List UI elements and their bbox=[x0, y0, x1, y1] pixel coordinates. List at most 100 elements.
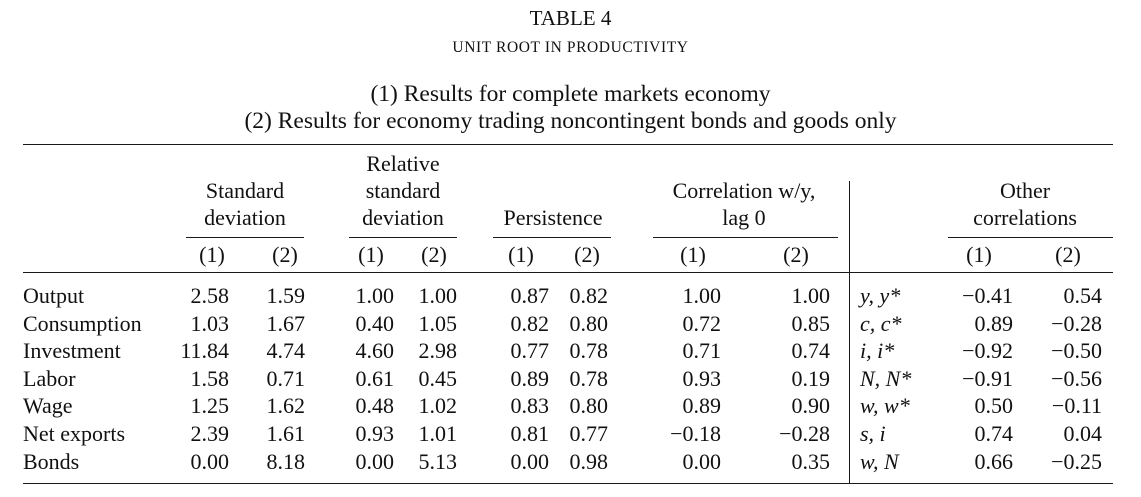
header-line: correlations bbox=[973, 205, 1077, 230]
subheader-2: (2) bbox=[421, 242, 447, 267]
header-standard-deviation: Standard deviation bbox=[204, 177, 286, 231]
row-label: Consumption bbox=[23, 311, 142, 336]
table-cell: 0.71 bbox=[266, 366, 306, 391]
table-cell: 0.00 bbox=[190, 449, 230, 474]
table-cell: 4.60 bbox=[355, 338, 395, 363]
table-cell: 0.71 bbox=[682, 338, 722, 363]
correlation-pair: c, c* bbox=[860, 311, 902, 336]
table-cell: 0.00 bbox=[355, 449, 395, 474]
group-rule-standard-deviation bbox=[186, 237, 304, 238]
table-cell: 0.89 bbox=[510, 366, 550, 391]
subheader-2: (2) bbox=[1055, 242, 1081, 267]
table-cell: 0.89 bbox=[974, 311, 1014, 336]
table-cell: −0.41 bbox=[962, 283, 1013, 308]
table-cell: 0.00 bbox=[682, 449, 722, 474]
table-cell: 2.58 bbox=[190, 283, 230, 308]
correlation-pair: i, i* bbox=[860, 338, 895, 363]
table-cell: 1.00 bbox=[682, 283, 722, 308]
table-cell: 0.77 bbox=[569, 421, 609, 446]
header-line: deviation bbox=[362, 205, 444, 230]
table-cell: 0.74 bbox=[974, 421, 1014, 446]
correlation-pair: w, w* bbox=[860, 393, 910, 418]
group-rule-persistence bbox=[493, 237, 611, 238]
table-title: TABLE 4 bbox=[0, 8, 1141, 29]
header-other-correlations: Other correlations bbox=[973, 177, 1077, 231]
table-cell: −0.18 bbox=[670, 421, 721, 446]
header-line: Other bbox=[999, 178, 1051, 203]
table-cell: 0.85 bbox=[791, 311, 831, 336]
table-cell: 1.00 bbox=[418, 283, 458, 308]
header-persistence: Persistence bbox=[504, 204, 603, 231]
group-rule-other-correlations bbox=[948, 237, 1113, 238]
correlation-pair: s, i bbox=[860, 421, 886, 446]
table-cell: −0.56 bbox=[1051, 366, 1102, 391]
table-cell: 0.77 bbox=[510, 338, 550, 363]
table-cell: 0.80 bbox=[569, 393, 609, 418]
table-cell: −0.91 bbox=[962, 366, 1013, 391]
table-cell: 0.87 bbox=[510, 283, 550, 308]
table-cell: 1.67 bbox=[266, 311, 306, 336]
table-cell: 0.74 bbox=[791, 338, 831, 363]
subheader-2: (2) bbox=[272, 242, 298, 267]
table-cell: 0.80 bbox=[569, 311, 609, 336]
table-cell: 1.01 bbox=[418, 421, 458, 446]
table-cell: 0.19 bbox=[791, 366, 831, 391]
row-label: Wage bbox=[23, 393, 73, 418]
table-cell: 0.83 bbox=[510, 393, 550, 418]
table-cell: 0.66 bbox=[974, 449, 1014, 474]
subheader-1: (1) bbox=[508, 242, 534, 267]
subheader-2: (2) bbox=[783, 242, 809, 267]
table-cell: 0.48 bbox=[355, 393, 395, 418]
header-correlation: Correlation w/y, lag 0 bbox=[673, 177, 816, 231]
table-cell: 0.40 bbox=[355, 311, 395, 336]
header-line: Persistence bbox=[503, 205, 603, 230]
table-cell: 0.78 bbox=[569, 366, 609, 391]
table-cell: 0.89 bbox=[682, 393, 722, 418]
row-label: Net exports bbox=[23, 421, 126, 446]
table-cell: 0.61 bbox=[355, 366, 395, 391]
table-cell: 0.90 bbox=[791, 393, 831, 418]
group-rule-correlation bbox=[653, 237, 838, 238]
correlation-pair: w, N bbox=[860, 449, 899, 474]
group-rule-relative-standard-deviation bbox=[349, 237, 457, 238]
subheader-1: (1) bbox=[966, 242, 992, 267]
note-complete-markets: (1) Results for complete markets economy bbox=[370, 81, 771, 107]
table-cell: 0.82 bbox=[510, 311, 550, 336]
table-cell: 4.74 bbox=[266, 338, 306, 363]
table-cell: 0.98 bbox=[569, 449, 609, 474]
table-cell: 1.25 bbox=[190, 393, 230, 418]
table-cell: −0.92 bbox=[962, 338, 1013, 363]
table-cell: 0.82 bbox=[569, 283, 609, 308]
table-cell: 0.78 bbox=[569, 338, 609, 363]
row-label: Investment bbox=[23, 338, 121, 363]
subheader-1: (1) bbox=[358, 242, 384, 267]
table-cell: −0.28 bbox=[779, 421, 830, 446]
table-cell: 1.59 bbox=[266, 283, 306, 308]
note-noncontingent-bonds: (2) Results for economy trading nonconti… bbox=[244, 108, 897, 134]
table-cell: 0.45 bbox=[418, 366, 458, 391]
correlation-pair: N, N* bbox=[860, 366, 912, 391]
table-cell: 1.61 bbox=[266, 421, 306, 446]
table-number: 4 bbox=[600, 6, 612, 30]
subheader-1: (1) bbox=[199, 242, 225, 267]
table-cell: 0.35 bbox=[791, 449, 831, 474]
correlation-pair: y, y* bbox=[860, 283, 901, 308]
table-cell: 0.72 bbox=[682, 311, 722, 336]
header-relative-standard-deviation: Relative standard deviation bbox=[362, 150, 444, 231]
header-line: deviation bbox=[204, 205, 286, 230]
header-line: Correlation w/y, bbox=[672, 178, 816, 203]
row-label: Labor bbox=[23, 366, 76, 391]
table-cell: 0.50 bbox=[974, 393, 1014, 418]
table-cell: 1.00 bbox=[355, 283, 395, 308]
header-line: Standard bbox=[205, 178, 285, 203]
table-cell: 1.02 bbox=[418, 393, 458, 418]
table-cell: 2.39 bbox=[190, 421, 230, 446]
subheader-1: (1) bbox=[680, 242, 706, 267]
table-cell: 1.62 bbox=[266, 393, 306, 418]
table-cell: 1.03 bbox=[190, 311, 230, 336]
table-cell: 2.98 bbox=[418, 338, 458, 363]
table-cell: 0.54 bbox=[1063, 283, 1103, 308]
header-line: lag 0 bbox=[722, 205, 766, 230]
vertical-divider bbox=[849, 181, 850, 483]
table-cell: 0.04 bbox=[1063, 421, 1103, 446]
